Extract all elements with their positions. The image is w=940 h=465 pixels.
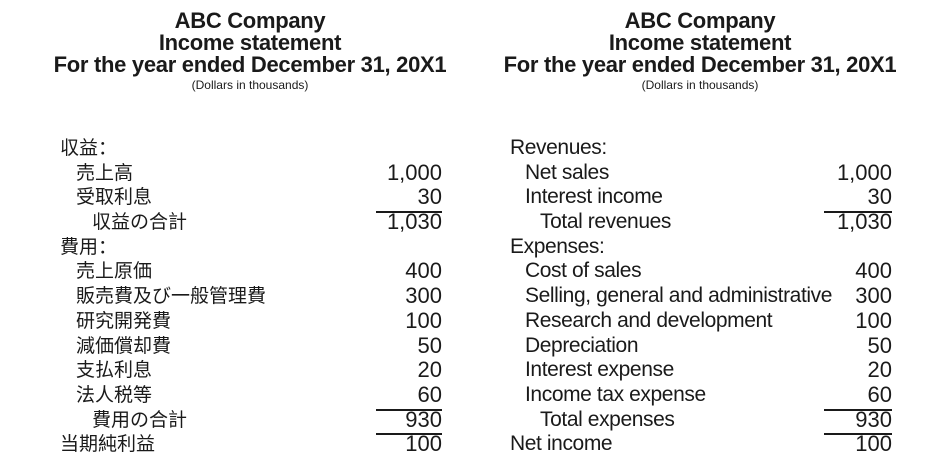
cost-of-sales-row: 売上原価 400 xyxy=(0,259,470,284)
total-expenses-row: Total expenses 930 xyxy=(470,407,940,433)
cost-of-sales-row: Cost of sales 400 xyxy=(470,259,940,284)
line-label: 収益： xyxy=(60,137,118,159)
statement-lines: 収益： 売上高 1,000 受取利息 30 収益の合計 1,030 費用： 売上… xyxy=(0,136,470,457)
line-amount: 50 xyxy=(417,332,442,358)
line-amount: 1,000 xyxy=(836,159,892,185)
total-amount: 1,030 xyxy=(376,210,442,234)
line-label: 販売費及び一般管理費 xyxy=(76,285,267,308)
research-development-row: Research and development 100 xyxy=(470,307,940,334)
line-label: Net sales xyxy=(525,160,609,184)
line-label: Revenues: xyxy=(510,136,607,159)
interest-expense-row: Interest expense 20 xyxy=(470,358,940,383)
line-amount: 1,000 xyxy=(386,159,442,185)
depreciation-row: Depreciation 50 xyxy=(470,332,940,359)
statement-period: For the year ended December 31, 20X1 xyxy=(503,52,897,77)
sga-row: Selling, general and administrative 300 xyxy=(470,284,940,309)
net-income-row: 当期純利益 100 xyxy=(0,432,470,457)
line-label: Net income xyxy=(510,432,613,456)
total-revenues-row: 収益の合計 1,030 xyxy=(0,210,470,235)
line-amount: 20 xyxy=(867,357,892,383)
income-tax-row: 法人税等 60 xyxy=(0,381,470,408)
line-label: 当期純利益 xyxy=(60,433,156,456)
revenues-heading-row: 収益： xyxy=(0,136,470,161)
interest-expense-row: 支払利息 20 xyxy=(0,358,470,383)
income-tax-row: Income tax expense 60 xyxy=(470,381,940,408)
expenses-heading-row: Expenses: xyxy=(470,235,940,260)
line-amount: 100 xyxy=(855,307,892,333)
total-amount: 100 xyxy=(376,432,442,456)
expenses-heading-row: 費用： xyxy=(0,235,470,260)
line-amount: 400 xyxy=(405,258,442,284)
statement-header: ABC Company Income statement For the yea… xyxy=(15,10,485,100)
line-label: 売上原価 xyxy=(76,260,153,283)
line-label: 支払利息 xyxy=(76,359,153,382)
statement-header: ABC Company Income statement For the yea… xyxy=(465,10,935,100)
line-label: Depreciation xyxy=(525,333,639,357)
total-revenues-row: Total revenues 1,030 xyxy=(470,210,940,235)
line-label: Interest income xyxy=(525,185,663,209)
line-label: 売上高 xyxy=(76,161,134,184)
net-sales-row: 売上高 1,000 xyxy=(0,159,470,186)
line-amount: 400 xyxy=(855,258,892,284)
statement-title: Income statement xyxy=(608,30,792,55)
statement-title: Income statement xyxy=(158,30,342,55)
line-label: 収益の合計 xyxy=(92,211,188,234)
line-label: 費用： xyxy=(60,235,118,258)
line-amount: 100 xyxy=(405,307,442,333)
line-label: Cost of sales xyxy=(525,259,642,283)
line-amount: 30 xyxy=(417,184,442,210)
interest-income-row: 受取利息 30 xyxy=(0,185,470,210)
statement-units: (Dollars in thousands) xyxy=(191,78,309,92)
statement-period: For the year ended December 31, 20X1 xyxy=(53,52,447,77)
interest-income-row: Interest income 30 xyxy=(470,185,940,210)
total-amount: 930 xyxy=(376,407,442,432)
line-label: 減価償却費 xyxy=(76,334,172,357)
research-development-row: 研究開発費 100 xyxy=(0,307,470,334)
line-label: 受取利息 xyxy=(76,186,153,209)
line-label: Total revenues xyxy=(540,210,671,234)
line-label: Research and development xyxy=(525,308,773,332)
line-label: 法人税等 xyxy=(76,383,153,406)
line-label: 研究開発費 xyxy=(76,309,172,332)
line-label: Expenses: xyxy=(510,234,605,258)
line-label: Total expenses xyxy=(540,407,675,431)
company-name: ABC Company xyxy=(174,8,326,33)
total-expenses-row: 費用の合計 930 xyxy=(0,407,470,433)
line-label: Selling, general and administrative xyxy=(525,284,833,308)
line-amount: 300 xyxy=(855,283,892,309)
line-amount: 20 xyxy=(417,357,442,383)
line-amount: 300 xyxy=(405,283,442,309)
depreciation-row: 減価償却費 50 xyxy=(0,332,470,359)
statement-lines: Revenues: Net sales 1,000 Interest incom… xyxy=(470,136,940,457)
total-amount: 100 xyxy=(824,432,892,456)
line-amount: 60 xyxy=(867,381,892,407)
line-label: Income tax expense xyxy=(525,382,706,406)
line-label: 費用の合計 xyxy=(92,408,188,431)
total-amount: 930 xyxy=(824,407,892,432)
line-amount: 30 xyxy=(867,184,892,210)
line-label: Interest expense xyxy=(525,358,674,382)
line-amount: 50 xyxy=(867,332,892,358)
sga-row: 販売費及び一般管理費 300 xyxy=(0,284,470,309)
line-amount: 60 xyxy=(417,381,442,407)
revenues-heading-row: Revenues: xyxy=(470,136,940,161)
net-income-row: Net income 100 xyxy=(470,432,940,457)
statement-units: (Dollars in thousands) xyxy=(641,78,759,92)
company-name: ABC Company xyxy=(624,8,776,33)
total-amount: 1,030 xyxy=(824,210,892,234)
net-sales-row: Net sales 1,000 xyxy=(470,159,940,186)
